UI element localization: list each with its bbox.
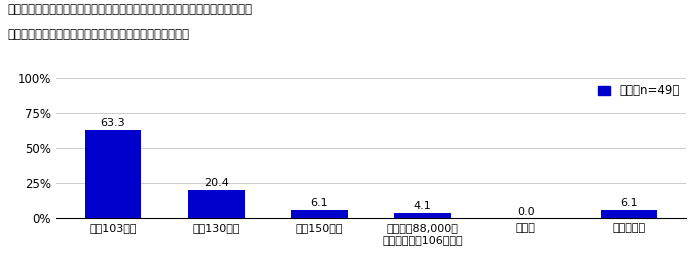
Bar xyxy=(188,190,244,218)
Bar xyxy=(291,210,348,218)
Text: 6.1: 6.1 xyxy=(311,198,328,208)
Bar xyxy=(85,130,141,218)
Bar xyxy=(394,213,451,218)
Text: 20.4: 20.4 xyxy=(204,178,229,188)
Text: 0.0: 0.0 xyxy=(517,207,535,217)
Text: 配偶者が労働時間の調整をするにあたって意識している収入［複数回答形式］: 配偶者が労働時間の調整をするにあたって意識している収入［複数回答形式］ xyxy=(7,3,252,16)
Bar xyxy=(601,210,657,218)
Text: 4.1: 4.1 xyxy=(414,201,431,211)
Text: 6.1: 6.1 xyxy=(620,198,638,208)
Text: 63.3: 63.3 xyxy=(101,118,125,128)
Legend: 全体［n=49］: 全体［n=49］ xyxy=(598,84,680,97)
Text: 対象：配偶者が労働時間を一定に抑える調整をしている人: 対象：配偶者が労働時間を一定に抑える調整をしている人 xyxy=(7,28,189,41)
